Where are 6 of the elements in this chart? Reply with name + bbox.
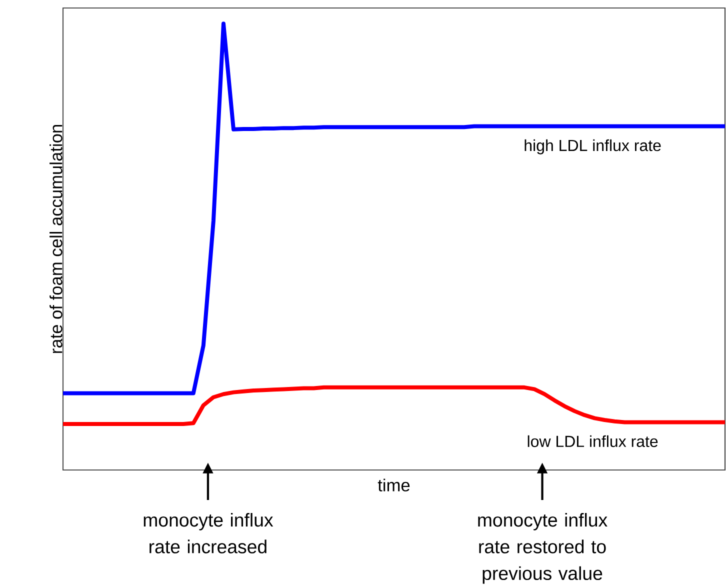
text: monocyte influx rate increased [144, 512, 274, 554]
series-label: low LDL influx rate [528, 435, 658, 448]
x-axis-title: time [378, 478, 410, 492]
series-label: high LDL influx rate [524, 139, 661, 154]
y-axis-title: rate of foam cell accumulation [50, 125, 62, 353]
text: monocyte influx rate restored to previous value [478, 512, 608, 584]
